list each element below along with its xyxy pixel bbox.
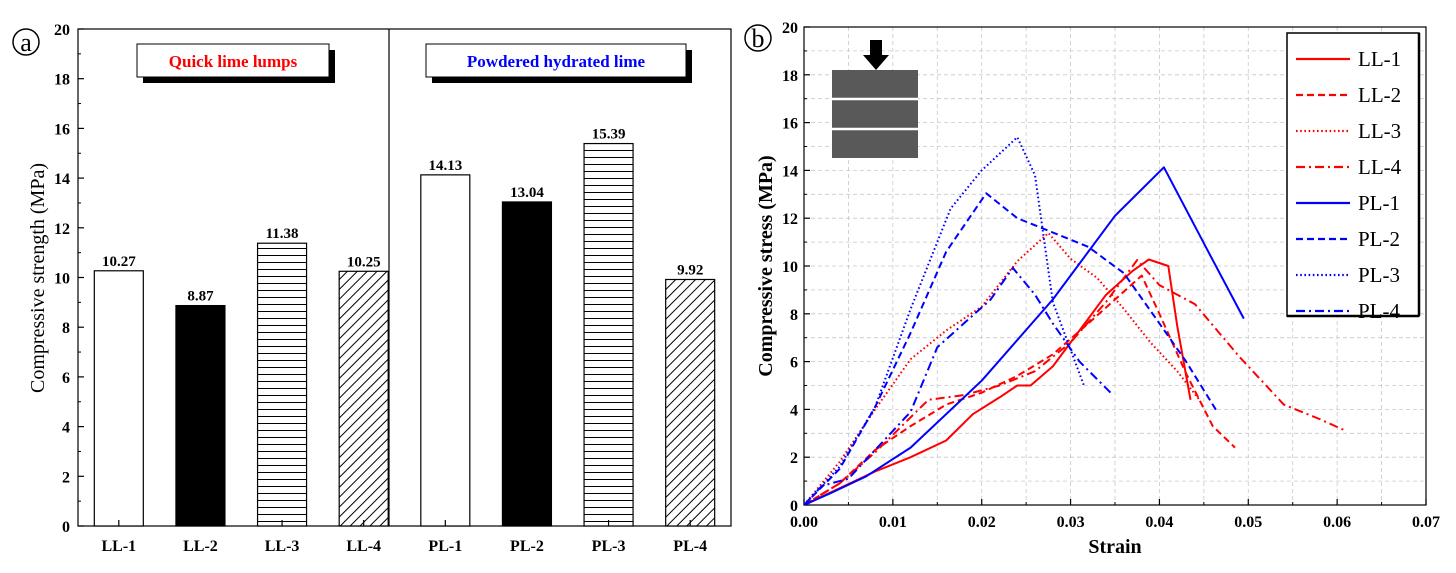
legend-label-pl-2: PL-2 — [1358, 227, 1400, 251]
bar-value-label-pl-1: 14.13 — [428, 158, 462, 174]
legend-label-ll-4: LL-4 — [1358, 155, 1402, 179]
group-title-quick-lime: Quick lime lumps — [136, 43, 335, 83]
series-line-ll-4 — [804, 259, 1347, 505]
panel-b-x-ticks: 0.00 0.01 0.02 0.03 0.04 0.05 0.06 0.07 — [790, 499, 1440, 531]
bar-value-label-ll-2: 8.87 — [187, 289, 214, 305]
panel-a-label: a — [20, 28, 32, 57]
x-tick-label-pl-4: PL-4 — [673, 538, 707, 555]
bar-pl-4 — [665, 278, 716, 527]
panel-b-y-ticks: 0 2 4 6 8 10 12 14 16 18 20 — [782, 20, 810, 515]
legend-label-pl-3: PL-3 — [1358, 263, 1400, 287]
panel-b-x-axis-label: Strain — [1088, 536, 1141, 558]
y-tick-label: 6 — [790, 355, 798, 372]
y-tick-label: 14 — [782, 163, 798, 180]
y-tick-label: 8 — [62, 320, 70, 337]
series-line-ll-2 — [804, 274, 1236, 505]
bar-pl-3 — [583, 142, 634, 527]
legend-label-ll-3: LL-3 — [1358, 119, 1401, 143]
x-tick-label: 0.04 — [1145, 514, 1173, 531]
y-tick-label: 20 — [782, 20, 798, 37]
series-line-pl-2 — [804, 192, 1219, 505]
panel-a-y-ticks: 0 2 4 6 8 10 12 14 16 18 20 — [54, 22, 84, 536]
x-tick-label-ll-1: LL-1 — [101, 538, 136, 555]
legend-label-pl-1: PL-1 — [1358, 191, 1400, 215]
y-tick-label: 12 — [782, 211, 798, 228]
series-line-pl-4 — [804, 266, 1112, 505]
panel-a-label-badge: a — [12, 28, 40, 57]
group-title-powdered-lime-text: Powdered hydrated lime — [467, 52, 646, 71]
y-tick-label: 16 — [782, 116, 798, 133]
x-tick-label-pl-2: PL-2 — [510, 538, 544, 555]
x-tick-label: 0.02 — [968, 514, 996, 531]
bar-ll-1 — [93, 270, 144, 527]
y-tick-label: 10 — [782, 259, 798, 276]
y-tick-label: 18 — [54, 72, 70, 89]
y-tick-label: 8 — [790, 307, 798, 324]
panel-a-x-ticks: LL-1 LL-2 LL-3 LL-4 PL-1 PL-2 PL-3 PL-4 — [101, 520, 707, 555]
panel-b-line-chart: b 0 2 4 6 8 10 12 14 16 18 20 0.00 0.01 0.02 0.03 0.04… — [744, 20, 1440, 558]
x-tick-label: 0.01 — [879, 514, 907, 531]
y-tick-label: 6 — [62, 370, 70, 387]
y-tick-label: 10 — [54, 271, 70, 288]
y-tick-label: 12 — [54, 221, 70, 238]
x-tick-label-pl-1: PL-1 — [428, 538, 462, 555]
bar-ll-2 — [175, 304, 226, 527]
x-tick-label-ll-3: LL-3 — [265, 538, 300, 555]
y-tick-label: 14 — [54, 171, 70, 188]
y-tick-label: 4 — [62, 420, 70, 437]
bar-value-label-pl-4: 9.92 — [677, 262, 703, 278]
series-line-pl-1 — [804, 166, 1245, 505]
x-tick-label: 0.03 — [1057, 514, 1085, 531]
panel-b-y-axis-label: Compressive stress (MPa) — [755, 155, 777, 376]
x-tick-label-pl-3: PL-3 — [592, 538, 626, 555]
y-tick-label: 0 — [62, 519, 70, 536]
bar-value-label-ll-3: 11.38 — [266, 226, 299, 242]
y-tick-label: 2 — [62, 469, 70, 486]
panel-b-label: b — [752, 24, 765, 53]
bar-ll-4 — [338, 270, 389, 527]
bar-value-label-ll-1: 10.27 — [102, 254, 136, 270]
bar-ll-3 — [256, 242, 308, 527]
x-tick-label: 0.07 — [1412, 514, 1440, 531]
series-line-ll-3 — [804, 232, 1201, 505]
x-tick-label: 0.00 — [790, 514, 818, 531]
y-tick-label: 2 — [790, 450, 798, 467]
x-tick-label-ll-4: LL-4 — [346, 538, 381, 555]
x-tick-label: 0.06 — [1323, 514, 1351, 531]
y-tick-label: 20 — [54, 22, 70, 39]
y-tick-label: 18 — [782, 68, 798, 85]
specimen-schematic — [832, 40, 918, 158]
panel-b-series-lines — [804, 136, 1347, 505]
panel-a-bar-chart: a Compressive strength (MPa) 0 2 4 6 8 10 12 14… — [12, 22, 732, 555]
panel-b-label-badge: b — [744, 24, 772, 53]
series-line-pl-3 — [804, 136, 1085, 505]
y-tick-label: 16 — [54, 121, 70, 138]
panel-a-bars: 10.27 8.87 11.38 10.25 14.13 13.04 15.39 9.92 — [93, 127, 716, 527]
panel-b-legend: LL-1 LL-2 LL-3 LL-4 PL-1 PL-2 PL-3 PL-4 — [1286, 32, 1421, 323]
bar-value-label-pl-2: 13.04 — [510, 185, 544, 201]
legend-label-ll-2: LL-2 — [1358, 83, 1401, 107]
x-tick-label-ll-2: LL-2 — [183, 538, 218, 555]
legend-label-ll-1: LL-1 — [1358, 47, 1401, 71]
bar-value-label-pl-3: 15.39 — [592, 127, 626, 143]
group-title-powdered-lime: Powdered hydrated lime — [425, 43, 692, 83]
legend-label-pl-4: PL-4 — [1358, 299, 1401, 323]
legend-box — [1286, 32, 1420, 317]
specimen-block — [832, 70, 918, 158]
x-tick-label: 0.05 — [1234, 514, 1262, 531]
panel-a-y-axis-label: Compressive strength (MPa) — [27, 163, 49, 393]
y-tick-label: 0 — [790, 498, 798, 515]
bar-value-label-ll-4: 10.25 — [347, 254, 381, 270]
bar-pl-2 — [501, 201, 553, 527]
bar-pl-1 — [420, 174, 471, 527]
load-arrow-icon — [863, 40, 889, 70]
y-tick-label: 4 — [790, 402, 798, 419]
series-line-ll-1 — [804, 258, 1192, 505]
group-title-quick-lime-text: Quick lime lumps — [169, 52, 298, 71]
